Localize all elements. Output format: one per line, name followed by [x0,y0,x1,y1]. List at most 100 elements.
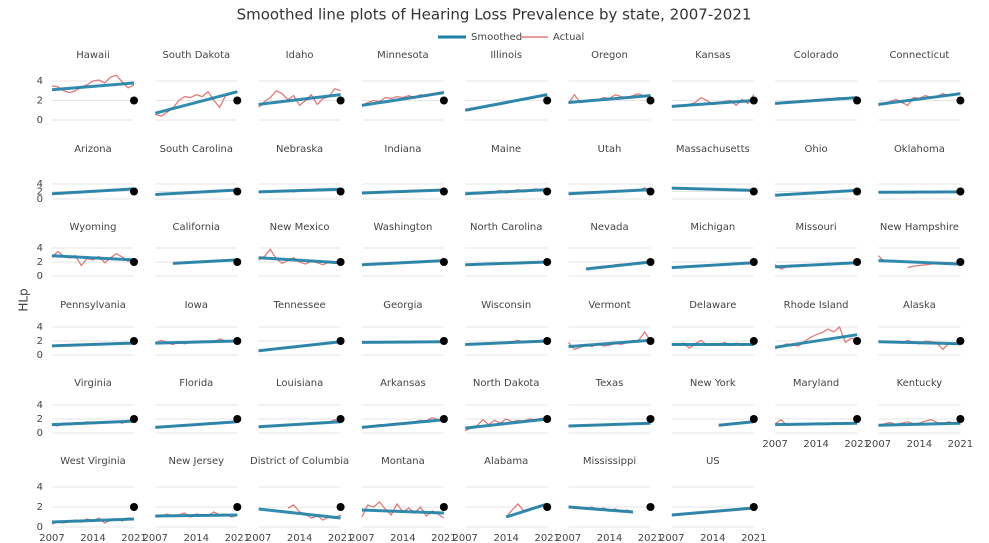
smoothed-line [671,506,754,517]
marker-dot [749,96,758,105]
panel-title: Alaska [903,300,936,311]
panel-title: Wyoming [70,222,117,233]
smoothed-line [361,91,445,107]
y-tick-label: 4 [37,243,43,254]
panel-title: Oregon [591,50,628,61]
panel-title: Montana [381,456,425,467]
marker-dot [646,415,655,423]
x-tick-label: 2014 [390,533,415,543]
marker-dot [336,187,345,196]
x-tick-label: 2014 [700,533,725,543]
x-tick-label: 2007 [762,439,787,450]
smoothed-line [505,502,548,519]
marker-dot [749,187,758,196]
panel-title: South Carolina [160,144,233,155]
y-tick-label: 0 [37,194,43,205]
x-tick-label: 2007 [866,439,891,450]
panel-title: Massachusetts [676,144,750,155]
smoothed-line [258,256,341,265]
panel-title: District of Columbia [250,456,349,467]
x-tick-label: 2021 [431,533,456,543]
marker-dot [749,337,758,345]
marker-dot [956,96,965,105]
y-tick-label: 0 [37,428,43,439]
marker-dot [439,503,448,511]
y-tick-label: 4 [37,179,43,190]
x-tick-label: 2007 [246,533,271,543]
panel-title: Indiana [384,144,421,155]
smoothed-line [361,188,444,195]
smoothed-line [878,421,961,427]
panel-title: California [173,222,221,233]
marker-dot [336,415,345,423]
marker-dot [646,187,655,196]
panel-title: West Virginia [60,456,125,467]
marker-dot [233,415,242,423]
y-tick-label: 4 [37,400,43,411]
marker-dot [749,503,758,511]
y-tick-label: 2 [37,336,43,347]
panel-title: Illinois [490,50,522,61]
x-tick-label: 2007 [143,533,168,543]
panel-title: Michigan [690,222,735,233]
x-tick-label: 2021 [948,439,973,450]
x-tick-label: 2007 [39,533,64,543]
panel-title: Louisiana [276,378,323,389]
x-tick-label: 2021 [638,533,663,543]
panel-title: Nebraska [276,144,323,155]
smoothed-line [258,420,341,429]
y-tick-label: 2 [37,96,43,107]
smoothed-line [568,421,651,428]
marker-dot [853,415,862,423]
panel-title: Pennsylvania [60,300,126,311]
smoothed-line [51,419,135,427]
y-tick-label: 0 [37,115,43,126]
panel-title: Tennessee [273,300,326,311]
x-tick-label: 2021 [534,533,559,543]
marker-dot [543,258,552,266]
x-tick-label: 2021 [844,439,869,450]
marker-dot [233,503,242,511]
marker-dot [130,258,138,266]
smoothed-line [585,260,651,271]
smoothed-line [671,186,754,192]
panel-title: New Jersey [169,456,225,467]
panel-title: Vermont [588,300,630,311]
smoothed-line [878,340,961,346]
marker-dot [439,96,448,105]
marker-dot [543,96,552,105]
panel-title: Georgia [383,300,422,311]
panel-title: New York [690,378,736,389]
smoothed-line [465,339,548,346]
legend-label: Actual [553,32,584,43]
smoothed-line [155,420,238,429]
marker-dot [853,96,862,105]
panel-title: Maine [491,144,521,155]
y-tick-label: 2 [37,414,43,425]
chart-title: Smoothed line plots of Hearing Loss Prev… [237,6,752,24]
y-tick-label: 0 [37,271,43,282]
marker-dot [956,415,965,423]
x-tick-label: 2021 [225,533,250,543]
y-tick-label: 0 [37,350,43,361]
panel-title: Virginia [74,378,112,389]
panel-title: Hawaii [76,50,110,61]
marker-dot [543,337,552,345]
smoothed-line [775,421,858,427]
smoothed-line [464,93,548,112]
smoothed-line [51,341,135,348]
marker-dot [956,187,965,196]
marker-dot [439,415,448,423]
smoothed-line [258,340,341,353]
y-tick-label: 2 [37,187,43,198]
smoothed-line [258,93,341,106]
marker-dot [233,258,242,266]
smoothed-line [878,92,961,106]
x-tick-label: 2007 [452,533,477,543]
marker-dot [543,415,552,423]
panel-title: Nevada [590,222,628,233]
panel-title: Arizona [74,144,112,155]
smoothed-line [51,81,135,92]
x-tick-label: 2007 [349,533,374,543]
